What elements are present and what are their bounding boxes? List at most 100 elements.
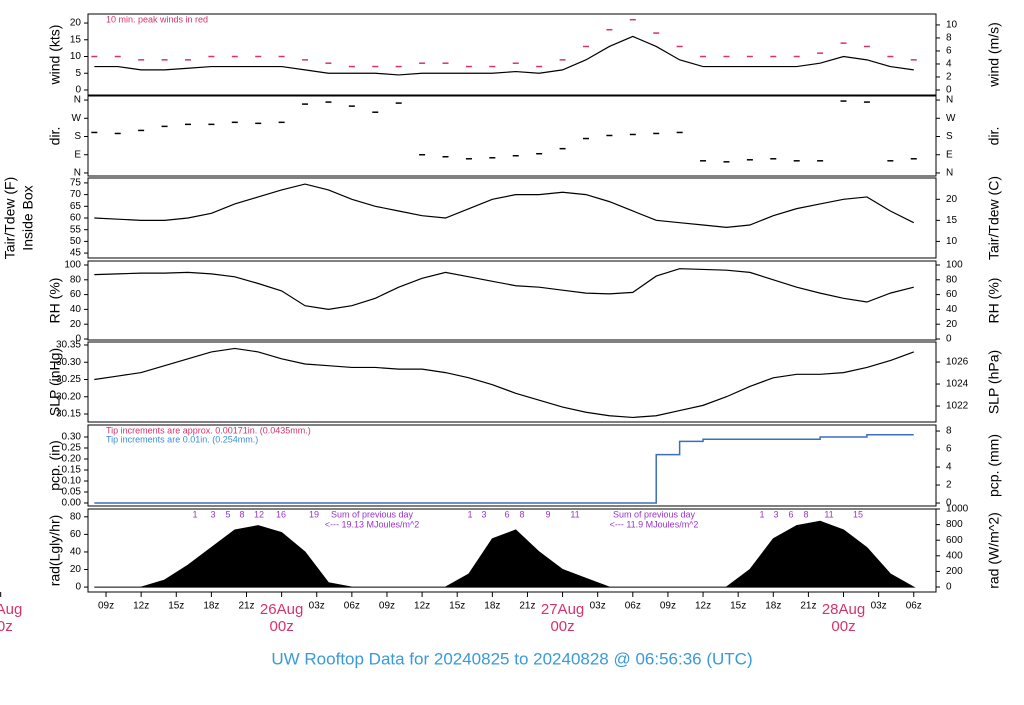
y-axis-label: dir. [47,127,63,146]
day-label: 3 [210,509,215,519]
y-tick-label: 30.25 [56,374,81,385]
y2-tick-label: 800 [946,519,963,530]
y2-tick-label: 400 [946,550,963,561]
y-tick-label: 20 [70,564,82,575]
x-tick-label: 09z [379,601,395,612]
y-axis-label: rad(Lgly/hr) [47,515,63,587]
x-date-label: 27Aug [541,601,584,618]
y-tick-label: 70 [70,189,82,200]
y2-tick-label: 10 [946,236,958,247]
y2-tick-label: 8 [946,426,952,437]
y-tick-label: 30.35 [56,340,81,351]
y2-tick-label: 60 [946,289,958,300]
x-tick-label: 03z [309,601,325,612]
y-tick-label: 5 [75,68,81,79]
x-tick-label: 15z [730,601,746,612]
y-tick-label: 20 [70,319,82,330]
x-tick-label: 12z [133,601,149,612]
day-label: 1 [759,509,764,519]
day-label: 11 [824,509,833,519]
x-date-label: 28Aug [822,601,865,618]
y-tick-label: 60 [70,529,82,540]
line [94,347,914,419]
y-tick-label: S [74,131,81,142]
y-tick-label: 100 [64,260,81,271]
y-tick-label: 45 [70,248,82,259]
x-tick-label: 18z [484,601,500,612]
y2-tick-label: 4 [946,462,952,473]
y2-tick-label: 20 [946,194,958,205]
day-label: 11 [570,509,579,519]
y-axis-label: wind (kts) [47,25,63,86]
day-label: 12 [254,509,264,519]
x-tick-label: 21z [519,601,535,612]
x-tick-label: 18z [765,601,781,612]
y-tick-label: 60 [70,213,82,224]
y2-tick-label: 10 [946,20,958,31]
y-tick-label: 20 [70,18,82,29]
y-tick-label: 0.25 [62,443,82,454]
y-axis-label: Inside Box [20,185,36,250]
x-tick-label: 03z [590,601,606,612]
x-tick-label: 21z [238,601,254,612]
annotation: Tip increments are 0.01in. (0.254mm.) [106,434,258,444]
panel-frame [87,424,937,507]
day-label: 8 [239,509,244,519]
y2-axis-label: dir. [986,127,1002,146]
y2-tick-label: 600 [946,535,963,546]
y-tick-label: 30.15 [56,409,81,420]
day-label: 5 [225,509,230,519]
x-tick-label: 15z [449,601,465,612]
y-tick-label: 75 [70,178,82,189]
x-tick-label: 15z [168,601,184,612]
y2-tick-label: 40 [946,304,958,315]
day-label: 6 [788,509,793,519]
day-label: 19 [309,509,319,519]
y-axis-label: Tair/Tdew (F) [2,177,18,259]
y2-tick-label: 8 [946,33,952,44]
line [94,35,914,76]
y-tick-label: 55 [70,224,82,235]
y-axis-label: pcp. (in) [47,440,63,491]
y2-tick-label: 0 [946,582,952,593]
y2-tick-label: N [946,95,953,106]
day-label: 8 [519,509,524,519]
y2-axis-label: pcp. (mm) [986,434,1002,497]
y2-axis-label: Tair/Tdew (C) [986,176,1002,260]
y2-tick-label: 100 [946,260,963,271]
x-tick-label: 09z [98,601,114,612]
y2-tick-label: 6 [946,444,952,455]
y2-tick-label: 2 [946,480,952,491]
y-tick-label: 15 [70,34,82,45]
y2-tick-label: 6 [946,46,952,57]
day-label: 1 [467,509,472,519]
day-label: 16 [276,509,286,519]
y2-axis-label: rad (W/m^2) [986,512,1002,589]
day-label: 6 [504,509,509,519]
y-tick-label: 60 [70,289,82,300]
y2-tick-label: N [946,168,953,179]
annotation: 10 min. peak winds in red [106,14,208,24]
y-axis-label: SLP (inHg) [47,348,63,416]
x-date-label: 26Aug [260,601,303,618]
panel-frame [87,260,937,341]
y2-axis-label: wind (m/s) [986,22,1002,88]
x-tick-label: 09z [660,601,676,612]
y2-tick-label: 0 [946,498,952,509]
y2-tick-label: 1000 [946,504,969,515]
panel-frame [87,95,937,177]
y-tick-label: 40 [70,547,82,558]
y2-tick-label: 20 [946,319,958,330]
step-line [94,434,914,504]
day-label: 3 [773,509,778,519]
x-tick-label: 06z [906,601,922,612]
y2-tick-label: W [946,113,956,124]
y2-tick-label: S [946,131,953,142]
x-tick-label: 03z [871,601,887,612]
sum-note: <--- 19.13 MJoules/m^2 [325,519,420,529]
y-tick-label: W [72,113,82,124]
y-tick-label: 0 [75,582,81,593]
area [94,520,916,588]
day-label: 3 [481,509,486,519]
